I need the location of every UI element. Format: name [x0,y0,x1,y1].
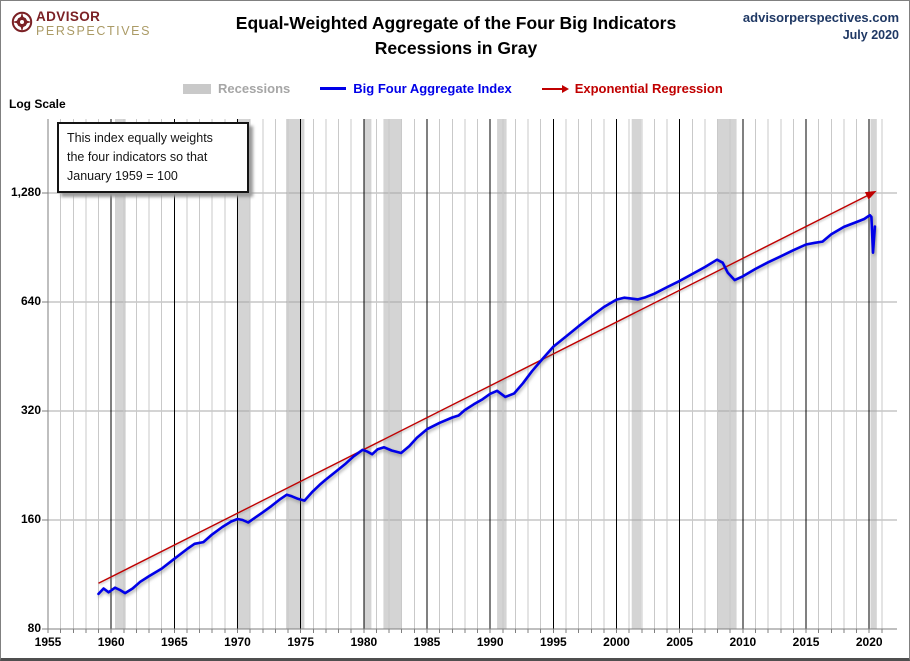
recession-band [286,119,305,629]
legend-label-big-four: Big Four Aggregate Index [353,81,512,96]
x-axis-label: 1970 [224,635,251,649]
x-axis-label: 1955 [34,635,62,649]
red-arrow-swatch [541,84,569,93]
blue-line-swatch [320,87,347,90]
annotation-box: This index equally weights the four indi… [57,122,249,194]
legend-label-regression: Exponential Regression [574,81,723,96]
recession-band [115,119,126,629]
y-axis-label: 320 [20,403,41,418]
regression-arrowhead [864,190,877,200]
regression-line [98,192,874,584]
x-axis-label: 2020 [855,635,883,649]
recession-band [364,119,372,629]
recession-band [870,119,877,629]
plot-area [42,119,897,635]
annotation-line-1: This index equally weights [67,131,213,145]
chart-legend: Recessions Big Four Aggregate Index Expo… [183,81,753,96]
x-axis-label: 2010 [729,635,757,649]
y-axis-label: 80 [27,621,41,635]
recession-band [497,119,507,629]
x-axis-label: 1965 [160,635,188,649]
x-axis-label: 1985 [413,635,441,649]
x-axis-label: 2015 [792,635,820,649]
title-line-2: Recessions in Gray [374,38,538,59]
annotation-line-3: January 1959 = 100 [67,168,178,183]
x-axis-label: 1980 [350,635,378,649]
legend-label-recessions: Recessions [218,81,291,96]
site-attribution: advisorperspectives.com July 2020 [743,9,899,45]
title-line-1: Equal-Weighted Aggregate of the Four Big… [235,13,677,33]
x-axis-label: 1960 [97,635,125,649]
recession-swatch [183,83,211,94]
compass-icon [11,11,33,33]
x-axis-label: 1990 [476,635,504,649]
legend-item-recessions: Recessions [183,81,290,96]
y-axis-label: 1,280 [10,185,41,200]
site-url: advisorperspectives.com [742,10,899,25]
x-axis-label: 2005 [666,635,694,649]
recession-band [717,119,737,629]
legend-item-big-four: Big Four Aggregate Index [320,81,512,96]
x-axis-label: 2000 [603,635,630,649]
annotation-line-2: the four indicators so that [67,149,208,164]
legend-item-regression: Exponential Regression [541,81,723,96]
logo-brand-bottom: PERSPECTIVES [36,23,152,38]
y-axis-label: 160 [20,512,41,526]
advisor-perspectives-logo: ADVISOR PERSPECTIVES [11,10,151,37]
x-axis-label: 1975 [287,635,315,649]
logo-brand-top: ADVISOR [36,9,101,24]
big-four-line [97,213,877,596]
recession-band [236,119,250,629]
page-title: Equal-Weighted Aggregate of the Four Big… [171,11,741,62]
x-axis-label: 1995 [539,635,567,649]
recession-band [383,119,402,629]
y-axis-label: 640 [20,294,41,309]
site-date: July 2020 [842,28,899,43]
recession-band [631,119,642,629]
log-scale-label: Log Scale [9,97,66,111]
